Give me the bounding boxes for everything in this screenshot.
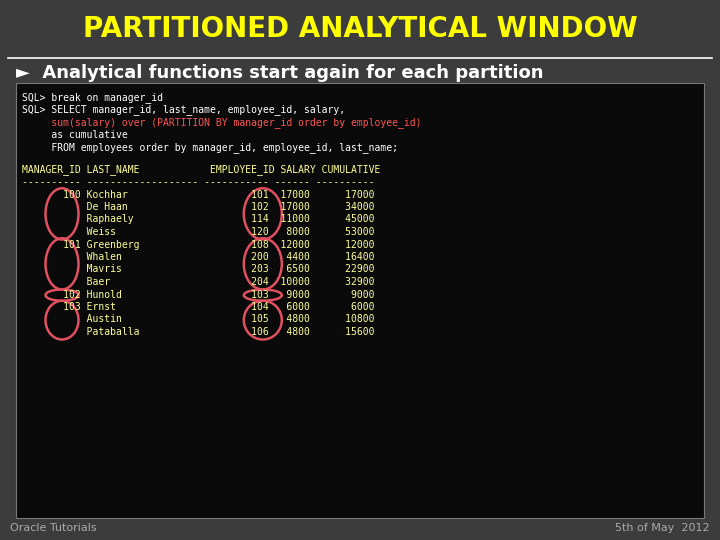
Bar bbox=[16, 83, 704, 518]
Text: Pataballa                   106   4800      15600: Pataballa 106 4800 15600 bbox=[22, 327, 374, 337]
Text: Austin                      105   4800      10800: Austin 105 4800 10800 bbox=[22, 314, 374, 325]
Text: SQL> SELECT manager_id, last_name, employee_id, salary,: SQL> SELECT manager_id, last_name, emplo… bbox=[22, 105, 345, 116]
Text: De Haan                     102  17000      34000: De Haan 102 17000 34000 bbox=[22, 202, 374, 212]
Text: 102 Hunold                      103   9000       9000: 102 Hunold 103 9000 9000 bbox=[22, 289, 374, 300]
Text: ---------- ------------------- ----------- ------ ----------: ---------- ------------------- ---------… bbox=[22, 177, 374, 187]
Text: Raphaely                    114  11000      45000: Raphaely 114 11000 45000 bbox=[22, 214, 374, 225]
Text: 100 Kochhar                     101  17000      17000: 100 Kochhar 101 17000 17000 bbox=[22, 190, 374, 199]
Text: PARTITIONED ANALYTICAL WINDOW: PARTITIONED ANALYTICAL WINDOW bbox=[83, 15, 637, 43]
Text: MANAGER_ID LAST_NAME            EMPLOYEE_ID SALARY CUMULATIVE: MANAGER_ID LAST_NAME EMPLOYEE_ID SALARY … bbox=[22, 165, 380, 176]
Text: Oracle Tutorials: Oracle Tutorials bbox=[10, 523, 96, 533]
Text: 101 Greenberg                   108  12000      12000: 101 Greenberg 108 12000 12000 bbox=[22, 240, 374, 249]
Text: sum(salary) over (PARTITION BY manager_id order by employee_id): sum(salary) over (PARTITION BY manager_i… bbox=[22, 117, 421, 128]
Text: FROM employees order by manager_id, employee_id, last_name;: FROM employees order by manager_id, empl… bbox=[22, 142, 398, 153]
Text: Baer                        204  10000      32900: Baer 204 10000 32900 bbox=[22, 277, 374, 287]
Text: Weiss                       120   8000      53000: Weiss 120 8000 53000 bbox=[22, 227, 374, 237]
Text: SQL> break on manager_id: SQL> break on manager_id bbox=[22, 92, 163, 103]
Text: Whalen                      200   4400      16400: Whalen 200 4400 16400 bbox=[22, 252, 374, 262]
Text: 103 Ernst                       104   6000       6000: 103 Ernst 104 6000 6000 bbox=[22, 302, 374, 312]
Text: 5th of May  2012: 5th of May 2012 bbox=[616, 523, 710, 533]
Text: as cumulative: as cumulative bbox=[22, 130, 127, 139]
Text: Mavris                      203   6500      22900: Mavris 203 6500 22900 bbox=[22, 265, 374, 274]
Text: ►  Analytical functions start again for each partition: ► Analytical functions start again for e… bbox=[16, 64, 544, 82]
